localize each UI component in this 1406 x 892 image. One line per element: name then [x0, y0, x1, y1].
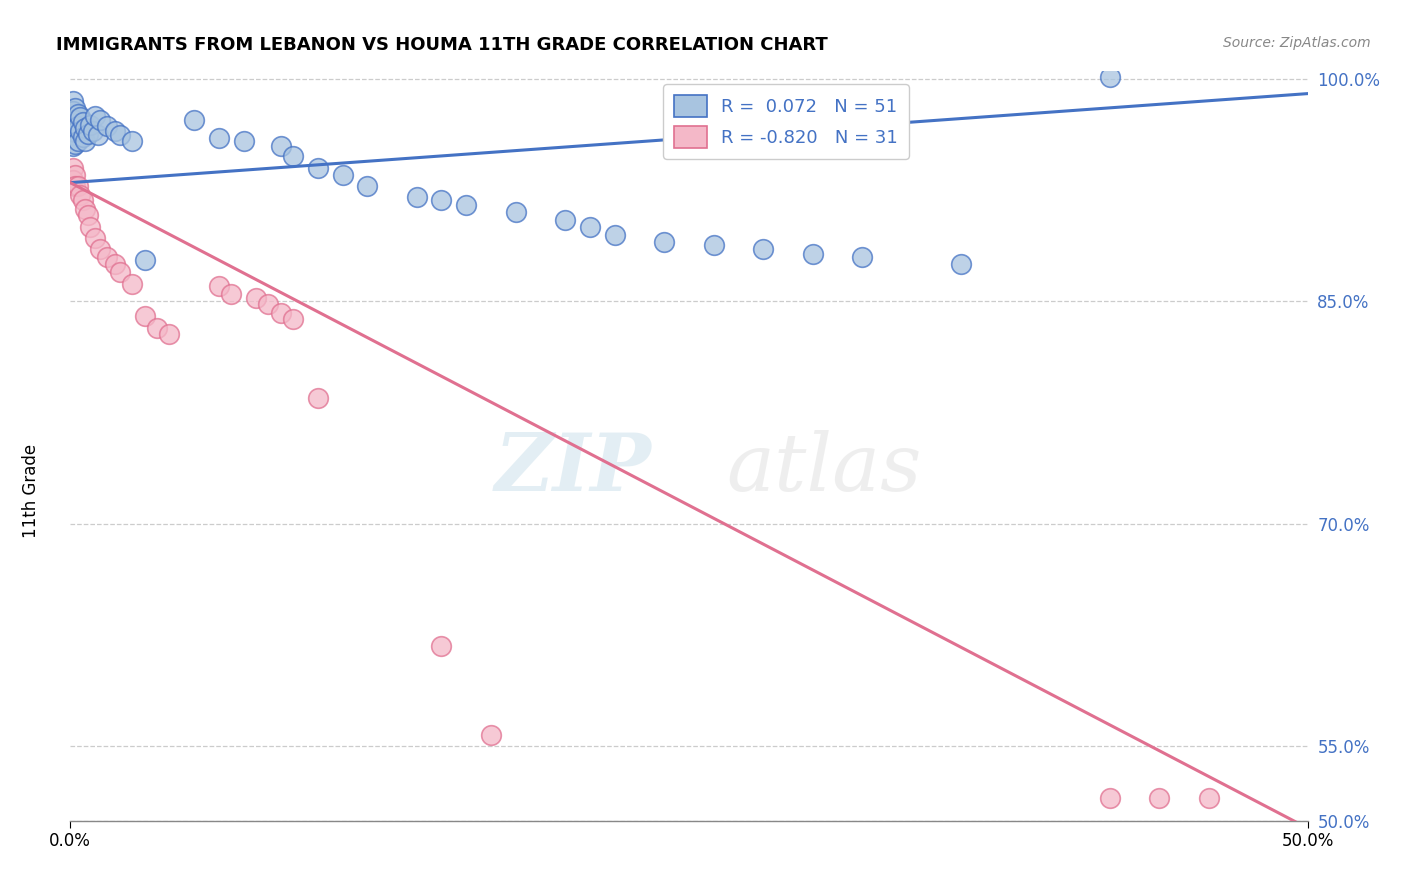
- Point: [950, 257, 973, 271]
- Point: [96, 250, 118, 264]
- Point: [84, 230, 107, 244]
- Point: [66, 178, 89, 193]
- Point: [245, 291, 267, 305]
- Point: [66, 120, 89, 134]
- Point: [65, 178, 87, 193]
- Text: atlas: atlas: [725, 430, 921, 508]
- Point: [752, 243, 775, 257]
- Point: [430, 639, 453, 653]
- Point: [72, 129, 94, 144]
- Point: [356, 178, 378, 193]
- Point: [281, 149, 304, 163]
- Point: [270, 138, 292, 153]
- Point: [121, 277, 143, 291]
- Point: [108, 128, 131, 143]
- Point: [121, 134, 143, 148]
- Point: [65, 168, 87, 182]
- Point: [62, 172, 84, 186]
- Point: [104, 257, 127, 271]
- Point: [69, 124, 91, 138]
- Point: [96, 120, 118, 134]
- Point: [456, 198, 478, 212]
- Point: [79, 220, 101, 235]
- Point: [183, 113, 205, 128]
- Point: [579, 220, 602, 235]
- Point: [801, 247, 824, 261]
- Point: [82, 124, 104, 138]
- Point: [270, 306, 292, 320]
- Point: [66, 134, 89, 148]
- Point: [219, 287, 242, 301]
- Point: [89, 113, 111, 128]
- Point: [430, 194, 453, 208]
- Point: [65, 137, 87, 152]
- Point: [307, 161, 329, 175]
- Point: [1098, 791, 1121, 805]
- Point: [84, 109, 107, 123]
- Point: [62, 94, 84, 108]
- Point: [76, 208, 98, 222]
- Point: [65, 125, 87, 139]
- Point: [1098, 70, 1121, 85]
- Point: [65, 102, 87, 116]
- Point: [851, 250, 873, 264]
- Legend: R =  0.072   N = 51, R = -0.820   N = 31: R = 0.072 N = 51, R = -0.820 N = 31: [664, 84, 908, 159]
- Text: ZIP: ZIP: [495, 430, 652, 508]
- Point: [232, 134, 254, 148]
- Point: [134, 309, 156, 323]
- Point: [479, 728, 502, 742]
- Point: [62, 161, 84, 175]
- Point: [505, 205, 527, 219]
- Point: [75, 202, 97, 217]
- Point: [1198, 791, 1220, 805]
- Point: [405, 190, 427, 204]
- Point: [332, 168, 354, 182]
- Point: [62, 116, 84, 130]
- Point: [86, 128, 108, 143]
- Point: [146, 321, 169, 335]
- Text: Source: ZipAtlas.com: Source: ZipAtlas.com: [1223, 36, 1371, 50]
- Point: [208, 131, 231, 145]
- Point: [62, 104, 84, 119]
- Point: [66, 107, 89, 121]
- Point: [554, 212, 576, 227]
- Point: [257, 297, 280, 311]
- Point: [62, 138, 84, 153]
- Point: [703, 238, 725, 252]
- Point: [108, 265, 131, 279]
- Point: [104, 124, 127, 138]
- Point: [208, 279, 231, 293]
- Point: [157, 326, 180, 341]
- Point: [603, 227, 626, 242]
- Point: [134, 252, 156, 267]
- Point: [69, 111, 91, 125]
- Text: 11th Grade: 11th Grade: [22, 443, 39, 538]
- Point: [72, 194, 94, 208]
- Point: [69, 187, 91, 202]
- Point: [1147, 791, 1170, 805]
- Point: [89, 243, 111, 257]
- Point: [72, 115, 94, 129]
- Point: [62, 128, 84, 143]
- Text: IMMIGRANTS FROM LEBANON VS HOUMA 11TH GRADE CORRELATION CHART: IMMIGRANTS FROM LEBANON VS HOUMA 11TH GR…: [56, 36, 828, 54]
- Point: [79, 118, 101, 132]
- Point: [75, 120, 97, 135]
- Point: [75, 134, 97, 148]
- Point: [65, 113, 87, 128]
- Point: [307, 391, 329, 405]
- Point: [281, 312, 304, 326]
- Point: [76, 127, 98, 141]
- Point: [652, 235, 675, 249]
